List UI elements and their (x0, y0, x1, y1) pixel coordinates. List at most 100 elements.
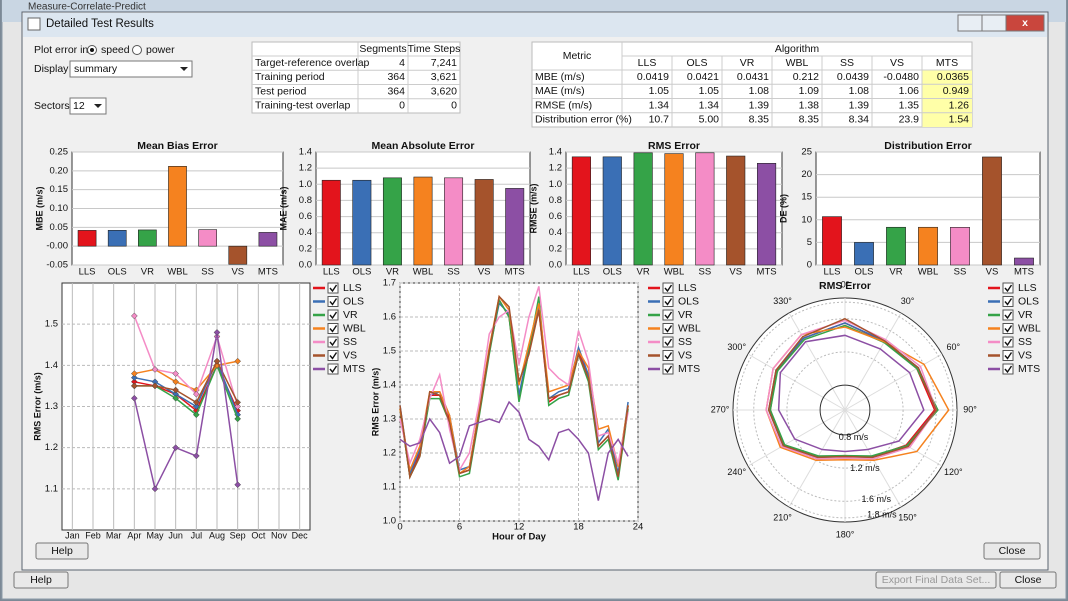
series-line (133, 315, 239, 407)
y-tick-label: 1.2 (549, 163, 562, 174)
display-select[interactable] (69, 60, 193, 78)
maximize-button[interactable] (981, 14, 1007, 32)
y-axis-label: RMS Error (m/s) (32, 372, 42, 441)
checkmark (664, 311, 673, 320)
x-tick-label: SS (447, 267, 460, 278)
table-cell: 364 (387, 85, 405, 97)
legend-checkbox[interactable] (662, 350, 674, 361)
legend-checkbox[interactable] (1002, 309, 1014, 321)
series-line (134, 359, 239, 404)
y-tick-label: 0.15 (50, 184, 69, 195)
table-row-label: Target-reference overlap (255, 57, 370, 69)
legend-checkbox[interactable] (662, 363, 674, 375)
x-tick-label: 18 (573, 522, 584, 533)
table-row-label: Training period (255, 71, 325, 83)
x-tick-label: 0 (397, 522, 402, 533)
legend-checkbox[interactable] (327, 282, 339, 294)
speed-radio-dot (90, 48, 94, 52)
table-cell: 1.26 (949, 99, 970, 111)
legend-label: WBL (678, 322, 701, 334)
table-cell: 10.7 (649, 114, 670, 126)
table-cell: 1.35 (899, 99, 920, 111)
outer-help-button[interactable] (13, 571, 69, 589)
point-marker (234, 399, 242, 406)
angle-label: 0° (841, 279, 850, 289)
spoke (844, 353, 943, 411)
y-axis-label: DE (%) (778, 194, 788, 223)
bar (664, 153, 684, 266)
legend-checkbox[interactable] (327, 336, 339, 348)
legend-checkbox[interactable] (1002, 336, 1014, 348)
legend-checkbox[interactable] (1002, 363, 1014, 375)
chart-title: RMS Error (648, 140, 700, 152)
checkmark (329, 338, 338, 347)
display-value: summary (74, 63, 118, 75)
y-tick-label: 1.2 (45, 442, 58, 453)
point-marker (151, 485, 159, 493)
legend-checkbox[interactable] (327, 323, 339, 334)
angle-label: 300° (727, 342, 746, 352)
x-tick-label: MTS (505, 267, 525, 278)
close-window-button[interactable] (1005, 14, 1045, 32)
legend-label: OLS (678, 295, 699, 307)
x-tick-label: Sep (230, 530, 246, 540)
legend-checkbox[interactable] (1002, 296, 1014, 307)
legend-checkbox[interactable] (327, 309, 339, 321)
bar (198, 229, 217, 247)
radial-grid (736, 301, 954, 519)
radial-tick-label: 1.6 m/s (861, 494, 891, 504)
table-row-label: MAE (m/s) (535, 85, 585, 97)
x-tick-label: MTS (757, 267, 777, 278)
y-tick-label: 0.05 (50, 222, 69, 233)
y-tick-label: 0.8 (299, 195, 312, 206)
legend-checkbox[interactable] (1002, 350, 1014, 361)
legend-checkbox[interactable] (327, 296, 339, 307)
x-tick-label: LLS (573, 267, 590, 278)
y-tick-label: -0.00 (46, 241, 68, 252)
legend-checkbox[interactable] (327, 363, 339, 375)
bar (413, 176, 433, 266)
table-cell: 0.0431 (737, 71, 769, 83)
export-button[interactable] (875, 571, 997, 589)
close-button[interactable] (983, 542, 1041, 560)
point-marker (172, 378, 180, 386)
legend-checkbox[interactable] (662, 309, 674, 321)
checkmark (329, 311, 338, 320)
checkmark (329, 284, 338, 293)
bar (107, 230, 127, 247)
power-radio[interactable] (132, 45, 142, 55)
legend-checkbox[interactable] (662, 282, 674, 294)
point-marker (192, 452, 200, 460)
point-marker (151, 366, 159, 373)
legend-checkbox[interactable] (327, 350, 339, 361)
legend-checkbox[interactable] (662, 323, 674, 334)
y-tick-label: 1.7 (383, 278, 396, 289)
point-marker (130, 394, 138, 402)
x-tick-label: VR (386, 267, 399, 278)
legend-checkbox[interactable] (1002, 282, 1014, 294)
legend-checkbox[interactable] (662, 336, 674, 348)
y-tick-label: 0.20 (50, 165, 69, 176)
series-line (399, 400, 629, 501)
table-cell: 7,241 (431, 57, 457, 69)
outer-close-button[interactable] (999, 571, 1057, 589)
x-tick-label: Aug (209, 530, 225, 540)
minimize-button[interactable] (957, 14, 983, 32)
radial-grid (819, 384, 871, 436)
legend-checkbox[interactable] (1002, 323, 1014, 334)
help-button[interactable] (35, 542, 89, 560)
angle-label: 210° (773, 513, 792, 523)
legend-label: LLS (343, 282, 362, 294)
legend-label: OLS (343, 295, 364, 307)
x-tick-label: MTS (258, 267, 278, 278)
series-line (133, 332, 239, 492)
legend-label: SS (678, 336, 692, 348)
series-line (134, 359, 239, 416)
angle-label: 60° (946, 342, 960, 352)
legend-label: WBL (343, 322, 366, 334)
y-tick-label: 0 (807, 260, 812, 271)
legend-checkbox[interactable] (662, 296, 674, 307)
sectors-select[interactable] (69, 97, 107, 115)
y-tick-label: 1.3 (383, 414, 396, 425)
x-tick-label: WBL (918, 267, 939, 278)
